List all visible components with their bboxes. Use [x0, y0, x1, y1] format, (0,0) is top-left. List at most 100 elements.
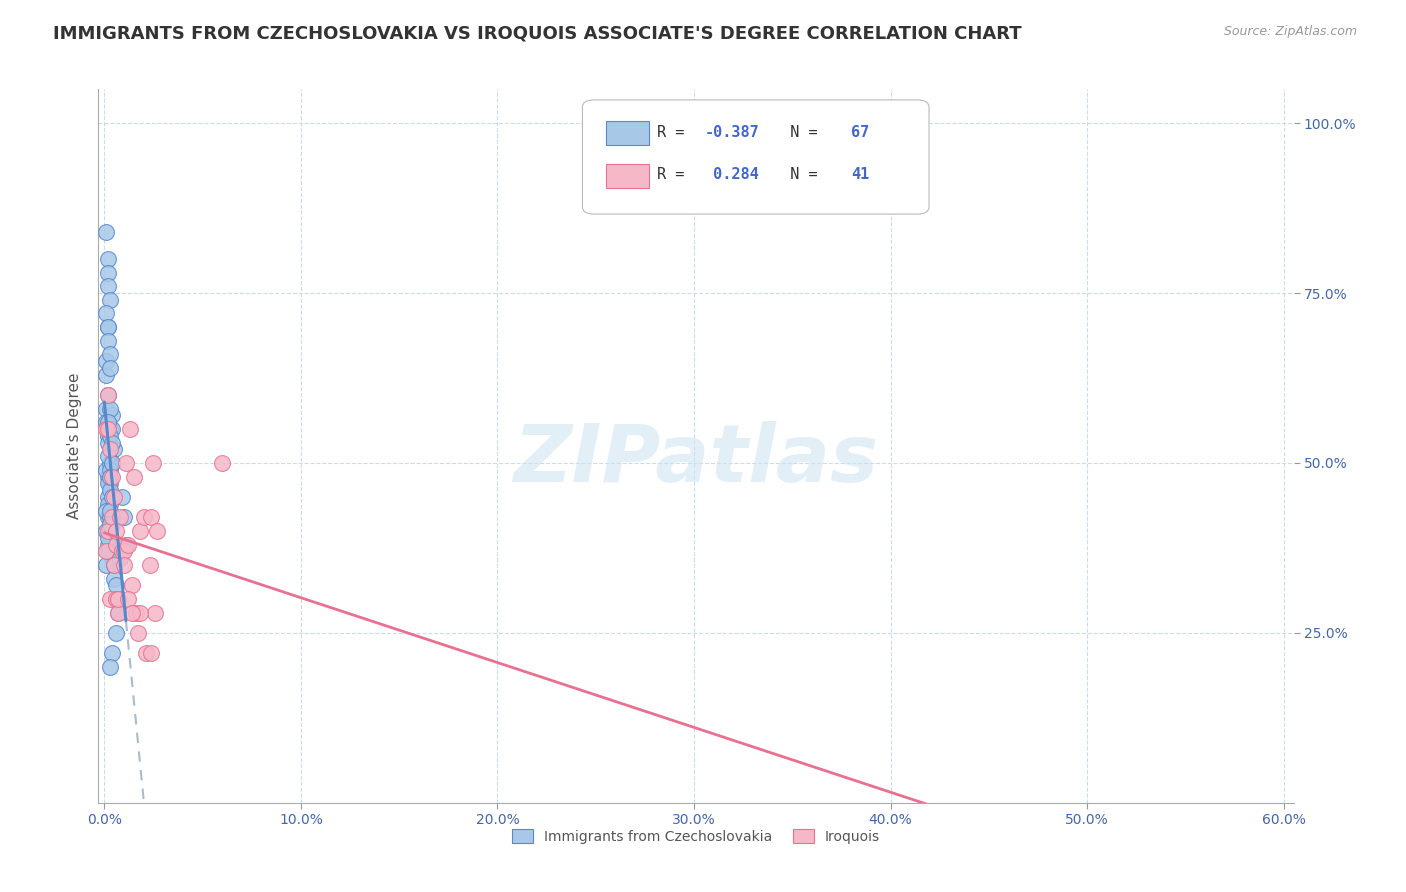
Point — [97, 531, 120, 545]
Point — [96, 463, 118, 477]
Point — [98, 360, 121, 375]
Point — [98, 660, 121, 674]
Point — [107, 591, 129, 606]
Y-axis label: Associate's Degree: Associate's Degree — [67, 373, 83, 519]
Text: N =: N = — [772, 125, 827, 139]
Text: R =: R = — [657, 125, 693, 139]
Point — [135, 646, 157, 660]
Point — [103, 572, 125, 586]
Point — [105, 578, 128, 592]
Point — [98, 429, 121, 443]
Point — [97, 388, 120, 402]
Point — [101, 409, 124, 423]
Point — [117, 537, 139, 551]
Point — [111, 544, 134, 558]
Point — [97, 544, 120, 558]
Point — [96, 401, 118, 416]
Point — [97, 422, 120, 436]
Point — [115, 537, 138, 551]
Point — [146, 524, 169, 538]
Point — [98, 483, 121, 498]
Point — [101, 551, 124, 566]
Point — [97, 320, 120, 334]
Point — [101, 435, 124, 450]
Point — [97, 429, 120, 443]
Point — [98, 456, 121, 470]
Point — [103, 442, 125, 457]
Point — [101, 490, 124, 504]
Point — [101, 456, 124, 470]
Point — [97, 476, 120, 491]
Point — [97, 334, 120, 348]
Point — [112, 510, 135, 524]
Point — [111, 490, 134, 504]
Point — [97, 510, 120, 524]
Point — [101, 456, 124, 470]
Point — [107, 606, 129, 620]
Legend: Immigrants from Czechoslovakia, Iroquois: Immigrants from Czechoslovakia, Iroquois — [506, 823, 886, 849]
Point — [98, 503, 121, 517]
Point — [98, 442, 121, 457]
Point — [142, 456, 165, 470]
Point — [118, 422, 141, 436]
Point — [98, 293, 121, 307]
Point — [101, 517, 124, 532]
Point — [97, 279, 120, 293]
Point — [96, 306, 118, 320]
Point — [101, 510, 124, 524]
Point — [97, 524, 120, 538]
Point — [98, 497, 121, 511]
Point — [132, 510, 155, 524]
Point — [98, 401, 121, 416]
Text: 67: 67 — [852, 125, 869, 139]
Point — [97, 497, 120, 511]
Point — [108, 551, 131, 566]
Point — [103, 558, 125, 572]
Point — [125, 606, 148, 620]
Point — [141, 510, 163, 524]
Point — [98, 347, 121, 361]
Point — [101, 646, 124, 660]
Point — [105, 537, 128, 551]
Point — [105, 591, 128, 606]
Text: Source: ZipAtlas.com: Source: ZipAtlas.com — [1223, 25, 1357, 38]
Text: -0.387: -0.387 — [704, 125, 759, 139]
Point — [121, 606, 143, 620]
Point — [117, 591, 139, 606]
Point — [97, 266, 120, 280]
Point — [97, 320, 120, 334]
Point — [96, 422, 118, 436]
Point — [97, 252, 120, 266]
FancyBboxPatch shape — [606, 121, 650, 145]
Point — [96, 415, 118, 429]
Point — [112, 544, 135, 558]
Point — [97, 388, 120, 402]
Point — [96, 368, 118, 382]
Point — [103, 490, 125, 504]
Text: ZIPatlas: ZIPatlas — [513, 421, 879, 500]
Point — [127, 626, 149, 640]
Point — [121, 578, 143, 592]
Point — [98, 422, 121, 436]
Point — [112, 558, 135, 572]
Point — [96, 503, 118, 517]
Point — [97, 537, 120, 551]
Point — [98, 524, 121, 538]
Point — [96, 354, 118, 368]
Point — [96, 225, 118, 239]
Point — [97, 435, 120, 450]
Point — [108, 510, 131, 524]
Point — [122, 469, 145, 483]
Point — [105, 591, 128, 606]
Point — [96, 558, 118, 572]
Point — [107, 591, 129, 606]
Point — [101, 469, 124, 483]
Text: R =: R = — [657, 168, 693, 182]
Point — [141, 646, 163, 660]
Point — [96, 524, 118, 538]
Point — [97, 449, 120, 463]
Point — [101, 422, 124, 436]
Point — [98, 591, 121, 606]
Point — [98, 442, 121, 457]
Point — [105, 524, 128, 538]
